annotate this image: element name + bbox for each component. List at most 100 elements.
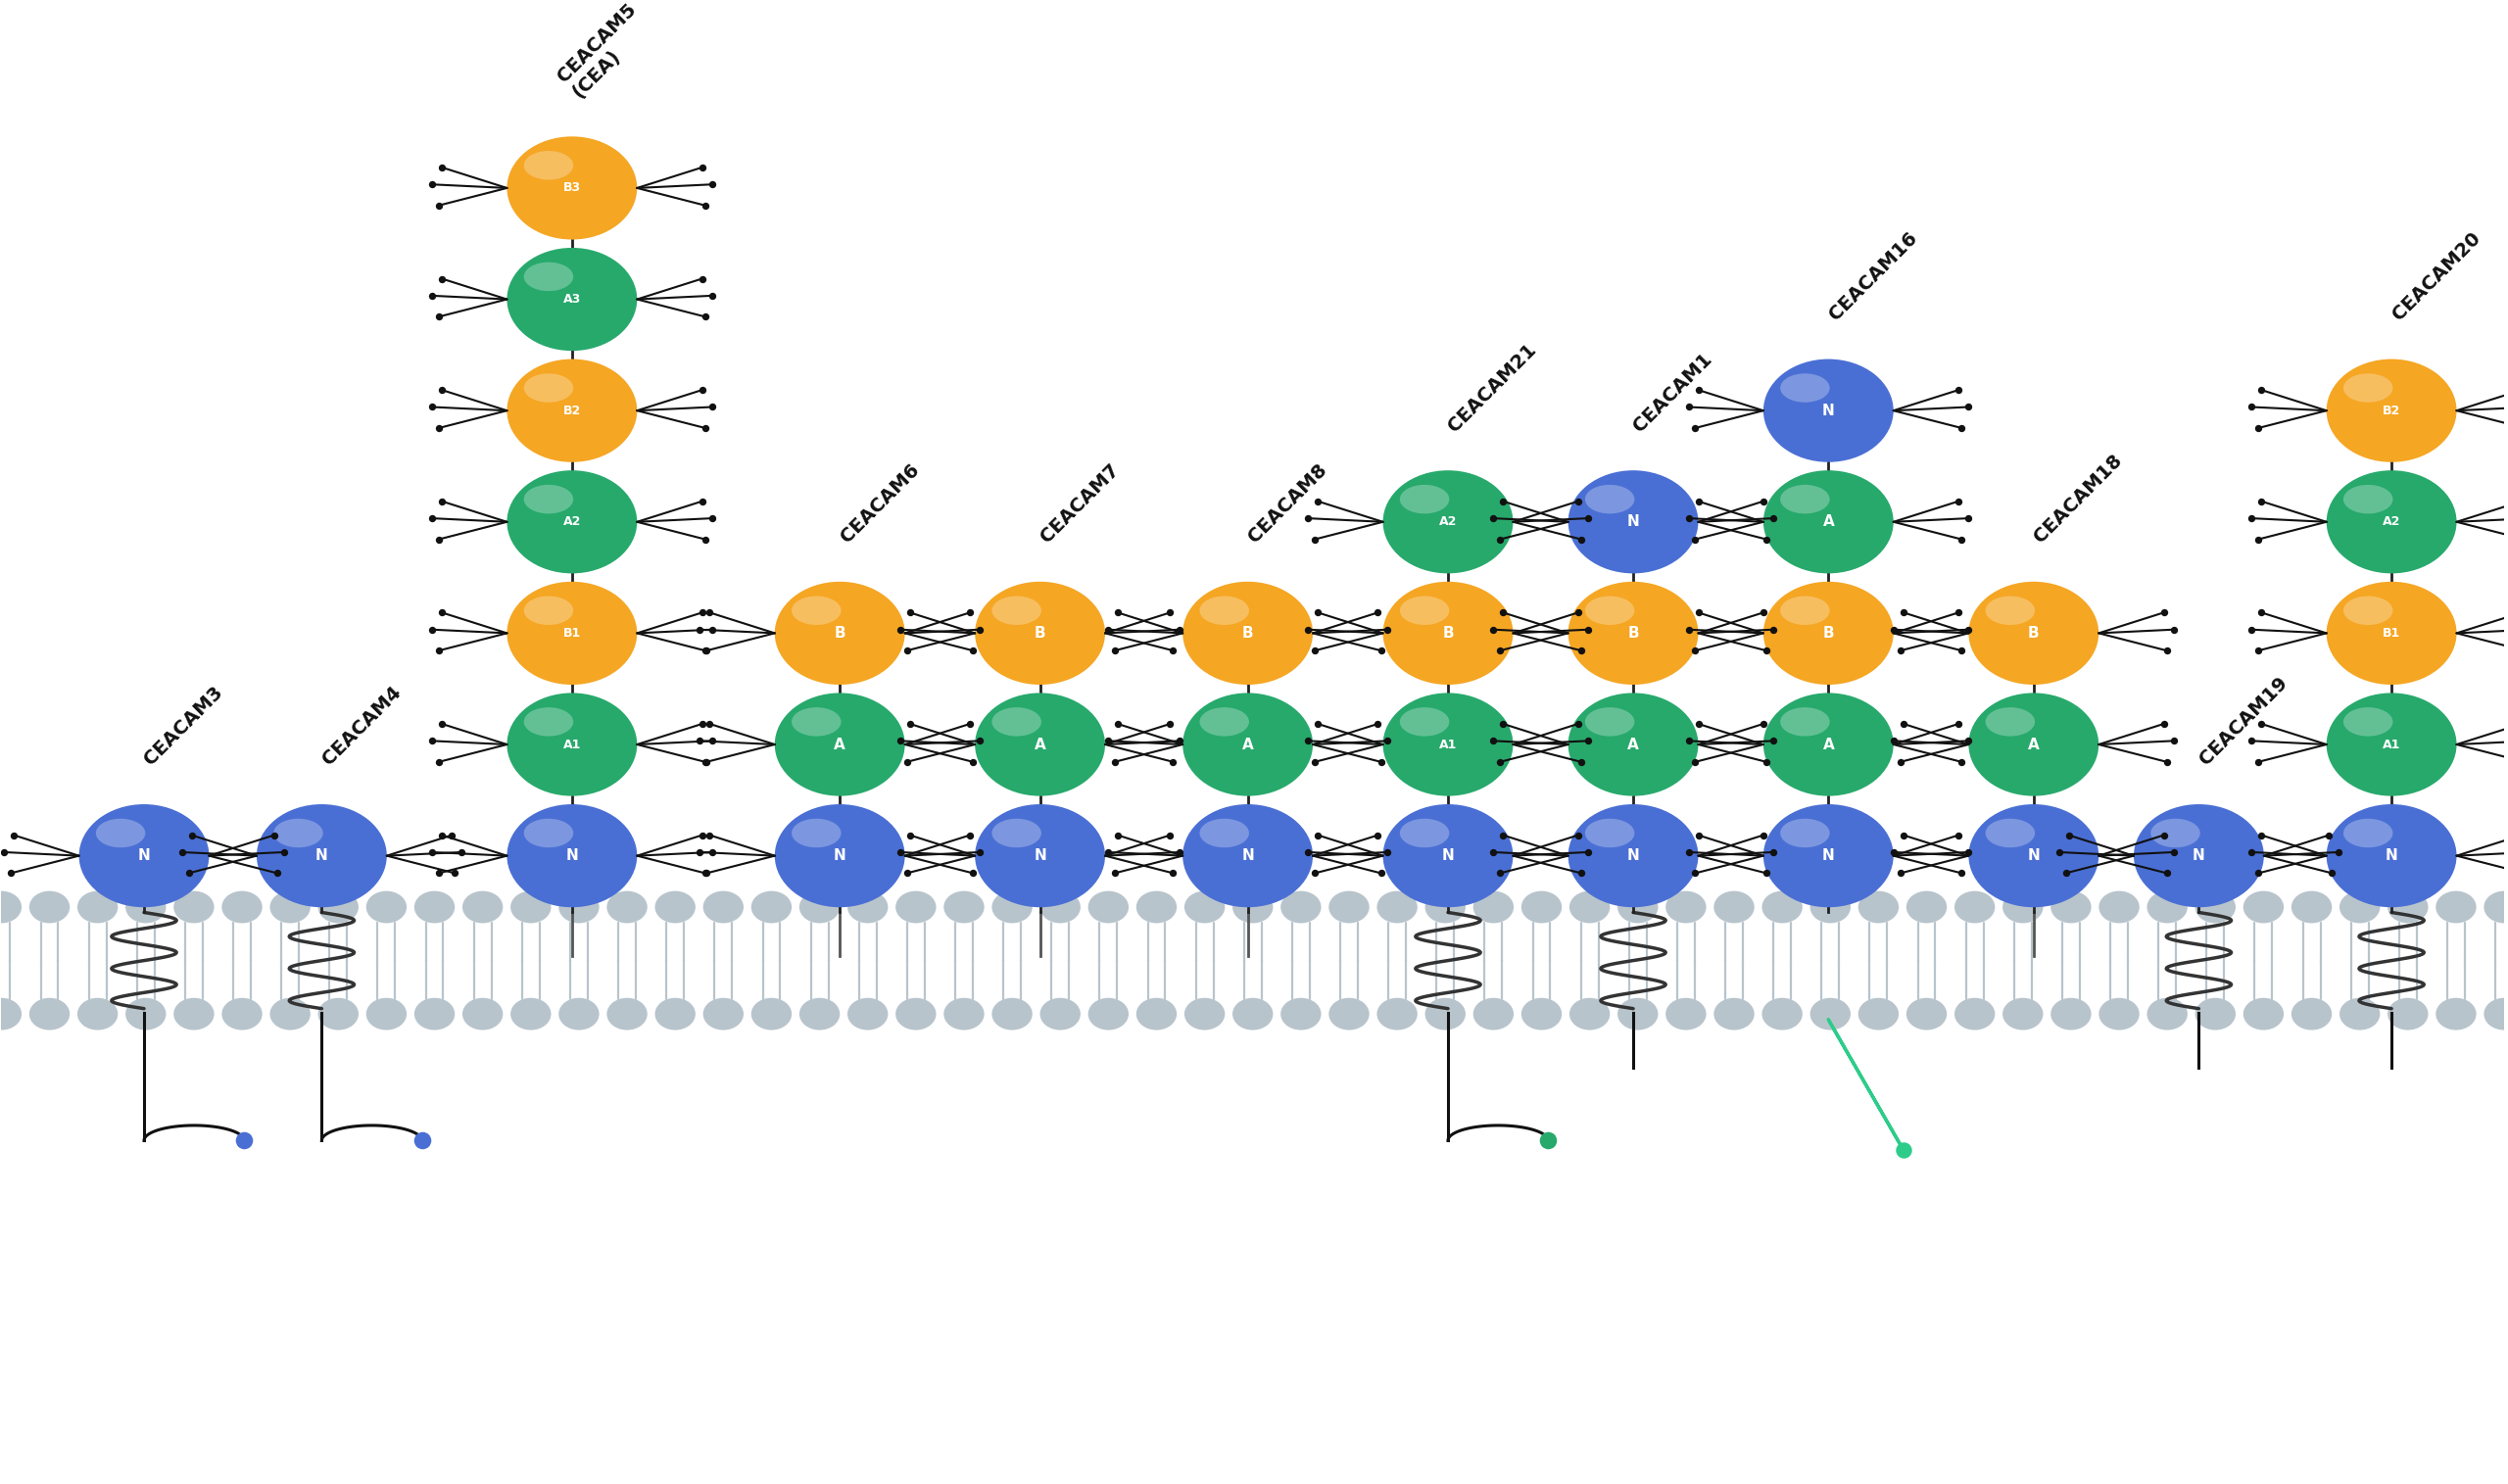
Ellipse shape — [271, 997, 311, 1030]
Text: B1: B1 — [2383, 626, 2400, 640]
Point — [953, 861, 993, 884]
Point — [1949, 840, 1989, 864]
Ellipse shape — [1088, 997, 1129, 1030]
Text: N: N — [1628, 515, 1640, 530]
Point — [1367, 729, 1407, 752]
Ellipse shape — [2435, 890, 2475, 923]
Point — [411, 172, 451, 196]
Point — [2505, 861, 2508, 884]
Point — [2505, 749, 2508, 773]
Ellipse shape — [1713, 890, 1753, 923]
Ellipse shape — [1969, 693, 2099, 795]
Point — [1884, 824, 1924, 847]
Point — [2147, 861, 2187, 884]
Point — [890, 712, 930, 736]
Ellipse shape — [1184, 804, 1312, 907]
Point — [1668, 840, 1708, 864]
Point — [2237, 527, 2277, 551]
Point — [1154, 638, 1194, 662]
Point — [1568, 506, 1608, 530]
Ellipse shape — [1184, 997, 1224, 1030]
Point — [1297, 824, 1337, 847]
Ellipse shape — [2342, 819, 2393, 847]
Point — [2242, 490, 2282, 513]
Ellipse shape — [2099, 890, 2139, 923]
Ellipse shape — [2147, 890, 2187, 923]
Ellipse shape — [848, 997, 888, 1030]
Ellipse shape — [524, 263, 574, 291]
Point — [1949, 395, 1989, 418]
Point — [2242, 824, 2282, 847]
Ellipse shape — [2052, 997, 2092, 1030]
Point — [682, 156, 722, 180]
Text: N: N — [2192, 849, 2205, 864]
Point — [1093, 638, 1134, 662]
Ellipse shape — [991, 890, 1033, 923]
Text: B: B — [1241, 626, 1254, 641]
Point — [1560, 749, 1600, 773]
Point — [1294, 861, 1334, 884]
Ellipse shape — [2134, 804, 2265, 907]
Point — [419, 638, 459, 662]
Ellipse shape — [1665, 890, 1705, 923]
Ellipse shape — [2483, 890, 2508, 923]
Ellipse shape — [1618, 997, 1658, 1030]
Ellipse shape — [2327, 804, 2458, 907]
Text: A2: A2 — [2383, 515, 2400, 528]
Point — [2242, 712, 2282, 736]
Point — [1480, 749, 1520, 773]
Ellipse shape — [1763, 890, 1803, 923]
Ellipse shape — [976, 582, 1106, 684]
Point — [2505, 638, 2508, 662]
Text: B: B — [2029, 626, 2039, 641]
Text: A: A — [1241, 738, 1254, 752]
Point — [1746, 638, 1786, 662]
Point — [1297, 601, 1337, 625]
Point — [2232, 729, 2272, 752]
Ellipse shape — [173, 997, 213, 1030]
Ellipse shape — [507, 693, 637, 795]
Point — [1743, 490, 1783, 513]
Text: A2: A2 — [1440, 515, 1457, 528]
Point — [2317, 840, 2358, 864]
Ellipse shape — [1184, 693, 1312, 795]
Point — [2144, 601, 2184, 625]
Ellipse shape — [607, 890, 647, 923]
Point — [687, 861, 727, 884]
Point — [1941, 749, 1981, 773]
Ellipse shape — [1472, 997, 1515, 1030]
Ellipse shape — [1570, 997, 1610, 1030]
Text: B: B — [1442, 626, 1455, 641]
Point — [682, 712, 722, 736]
Text: CEACAM7: CEACAM7 — [1036, 460, 1124, 546]
Ellipse shape — [793, 597, 840, 625]
Ellipse shape — [524, 151, 574, 180]
Point — [685, 861, 725, 884]
Point — [680, 617, 720, 641]
Text: CEACAM18: CEACAM18 — [2031, 451, 2127, 546]
Point — [1362, 749, 1402, 773]
Point — [1480, 527, 1520, 551]
Point — [253, 824, 293, 847]
Point — [2232, 840, 2272, 864]
Point — [2500, 378, 2508, 402]
Ellipse shape — [1713, 997, 1753, 1030]
Text: N: N — [1033, 849, 1046, 864]
Point — [1746, 527, 1786, 551]
Ellipse shape — [366, 997, 406, 1030]
Point — [401, 1129, 441, 1153]
Ellipse shape — [976, 693, 1106, 795]
Ellipse shape — [2327, 693, 2458, 795]
Ellipse shape — [2388, 890, 2428, 923]
Point — [1668, 395, 1708, 418]
Point — [951, 824, 991, 847]
Ellipse shape — [273, 819, 324, 847]
Ellipse shape — [1184, 890, 1224, 923]
Ellipse shape — [991, 597, 1041, 625]
Ellipse shape — [775, 693, 905, 795]
Point — [1093, 861, 1134, 884]
Ellipse shape — [512, 997, 552, 1030]
Ellipse shape — [1399, 819, 1450, 847]
Point — [2312, 861, 2353, 884]
Point — [2147, 749, 2187, 773]
